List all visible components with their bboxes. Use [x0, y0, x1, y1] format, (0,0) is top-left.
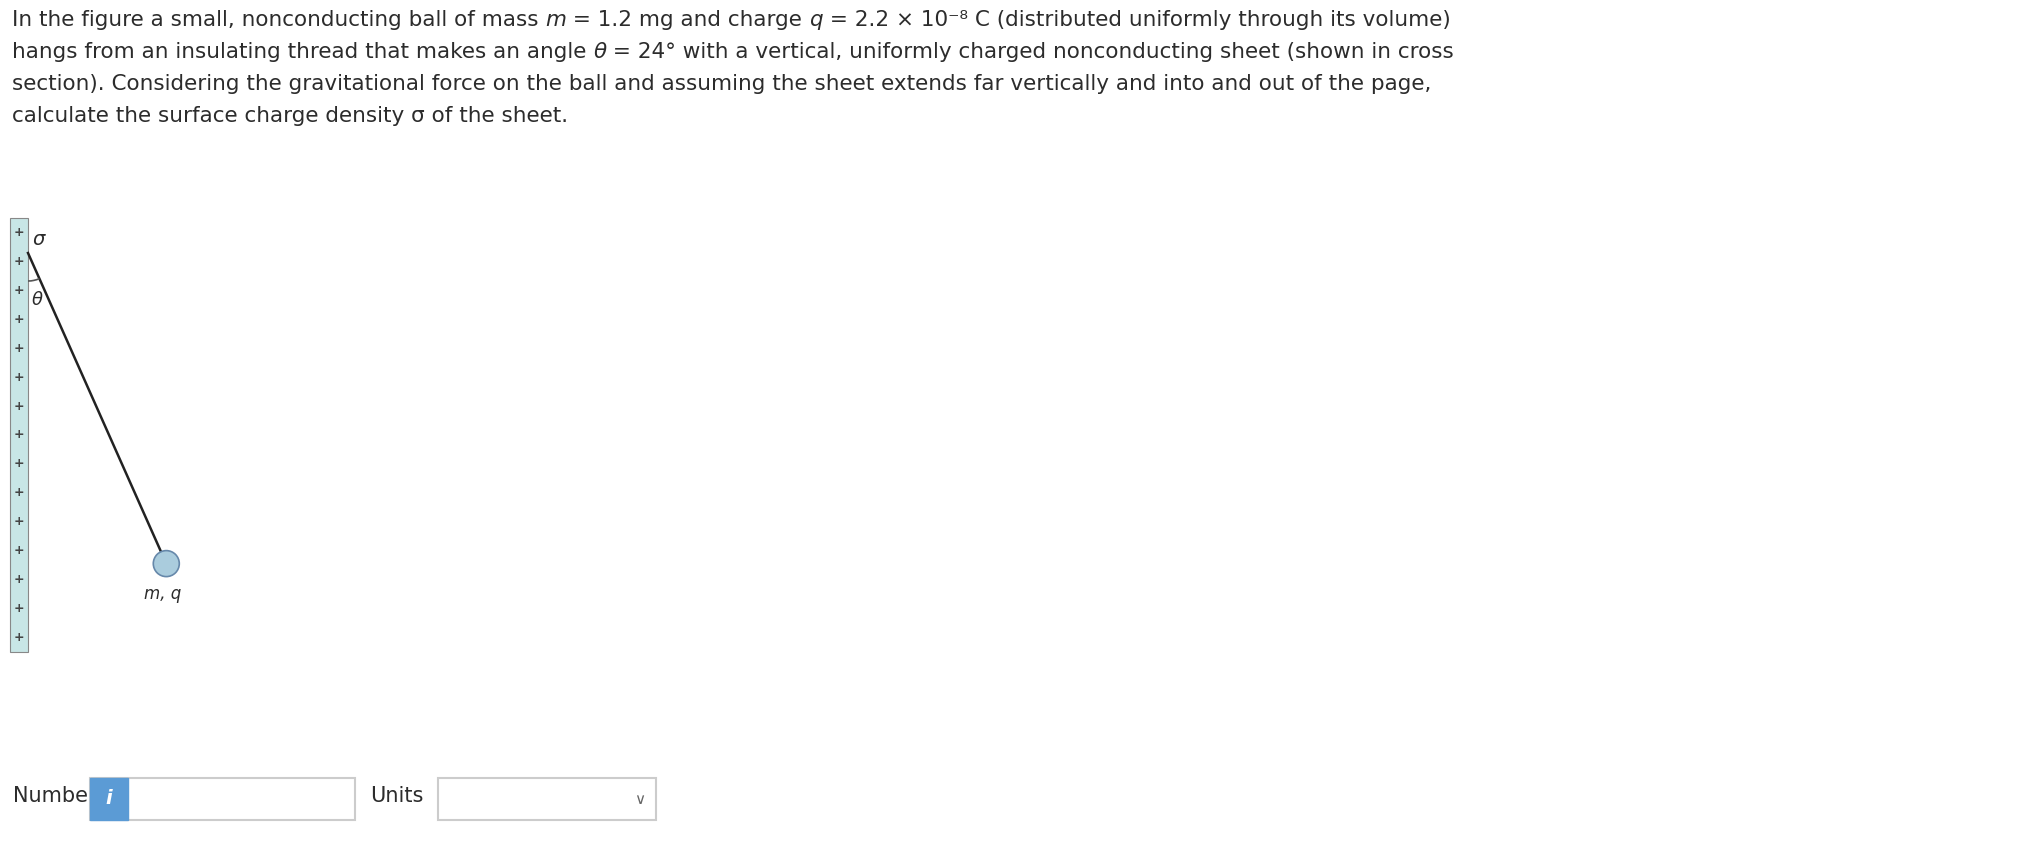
Text: +: +	[14, 399, 24, 412]
Bar	[10, 218, 28, 652]
Ellipse shape	[153, 550, 180, 576]
Text: θ: θ	[593, 42, 607, 62]
Text: +: +	[14, 342, 24, 355]
Text: +: +	[14, 255, 24, 268]
Text: section). Considering the gravitational force on the ball and assuming the sheet: section). Considering the gravitational …	[12, 74, 1432, 94]
Text: Units: Units	[369, 786, 424, 806]
Text: hangs from an insulating thread that makes an angle: hangs from an insulating thread that mak…	[12, 42, 593, 62]
Text: +: +	[14, 457, 24, 470]
Bar	[91, 778, 355, 820]
Text: In the figure a small, nonconducting ball of mass: In the figure a small, nonconducting bal…	[12, 10, 545, 30]
Text: q: q	[809, 10, 823, 30]
Text: +: +	[14, 516, 24, 529]
Text: m, q: m, q	[143, 585, 182, 602]
Text: m: m	[545, 10, 567, 30]
Bar	[438, 778, 656, 820]
Text: ∨: ∨	[635, 792, 645, 806]
Text: +: +	[14, 429, 24, 442]
Text: +: +	[14, 602, 24, 615]
Text: calculate the surface charge density σ of the sheet.: calculate the surface charge density σ o…	[12, 106, 569, 126]
Text: = 24° with a vertical, uniformly charged nonconducting sheet (shown in cross: = 24° with a vertical, uniformly charged…	[607, 42, 1454, 62]
Text: +: +	[14, 544, 24, 557]
Text: = 1.2 mg and charge: = 1.2 mg and charge	[567, 10, 809, 30]
Text: +: +	[14, 312, 24, 326]
Text: θ: θ	[32, 291, 42, 309]
Text: σ: σ	[32, 230, 44, 249]
Text: +: +	[14, 226, 24, 239]
Text: +: +	[14, 631, 24, 644]
Text: Number: Number	[12, 786, 97, 806]
Text: i: i	[105, 790, 113, 808]
Text: +: +	[14, 573, 24, 586]
Text: = 2.2 × 10⁻⁸ C (distributed uniformly through its volume): = 2.2 × 10⁻⁸ C (distributed uniformly th…	[823, 10, 1450, 30]
Text: +: +	[14, 486, 24, 499]
Text: +: +	[14, 371, 24, 384]
Text: +: +	[14, 284, 24, 297]
Bar	[91, 778, 127, 820]
